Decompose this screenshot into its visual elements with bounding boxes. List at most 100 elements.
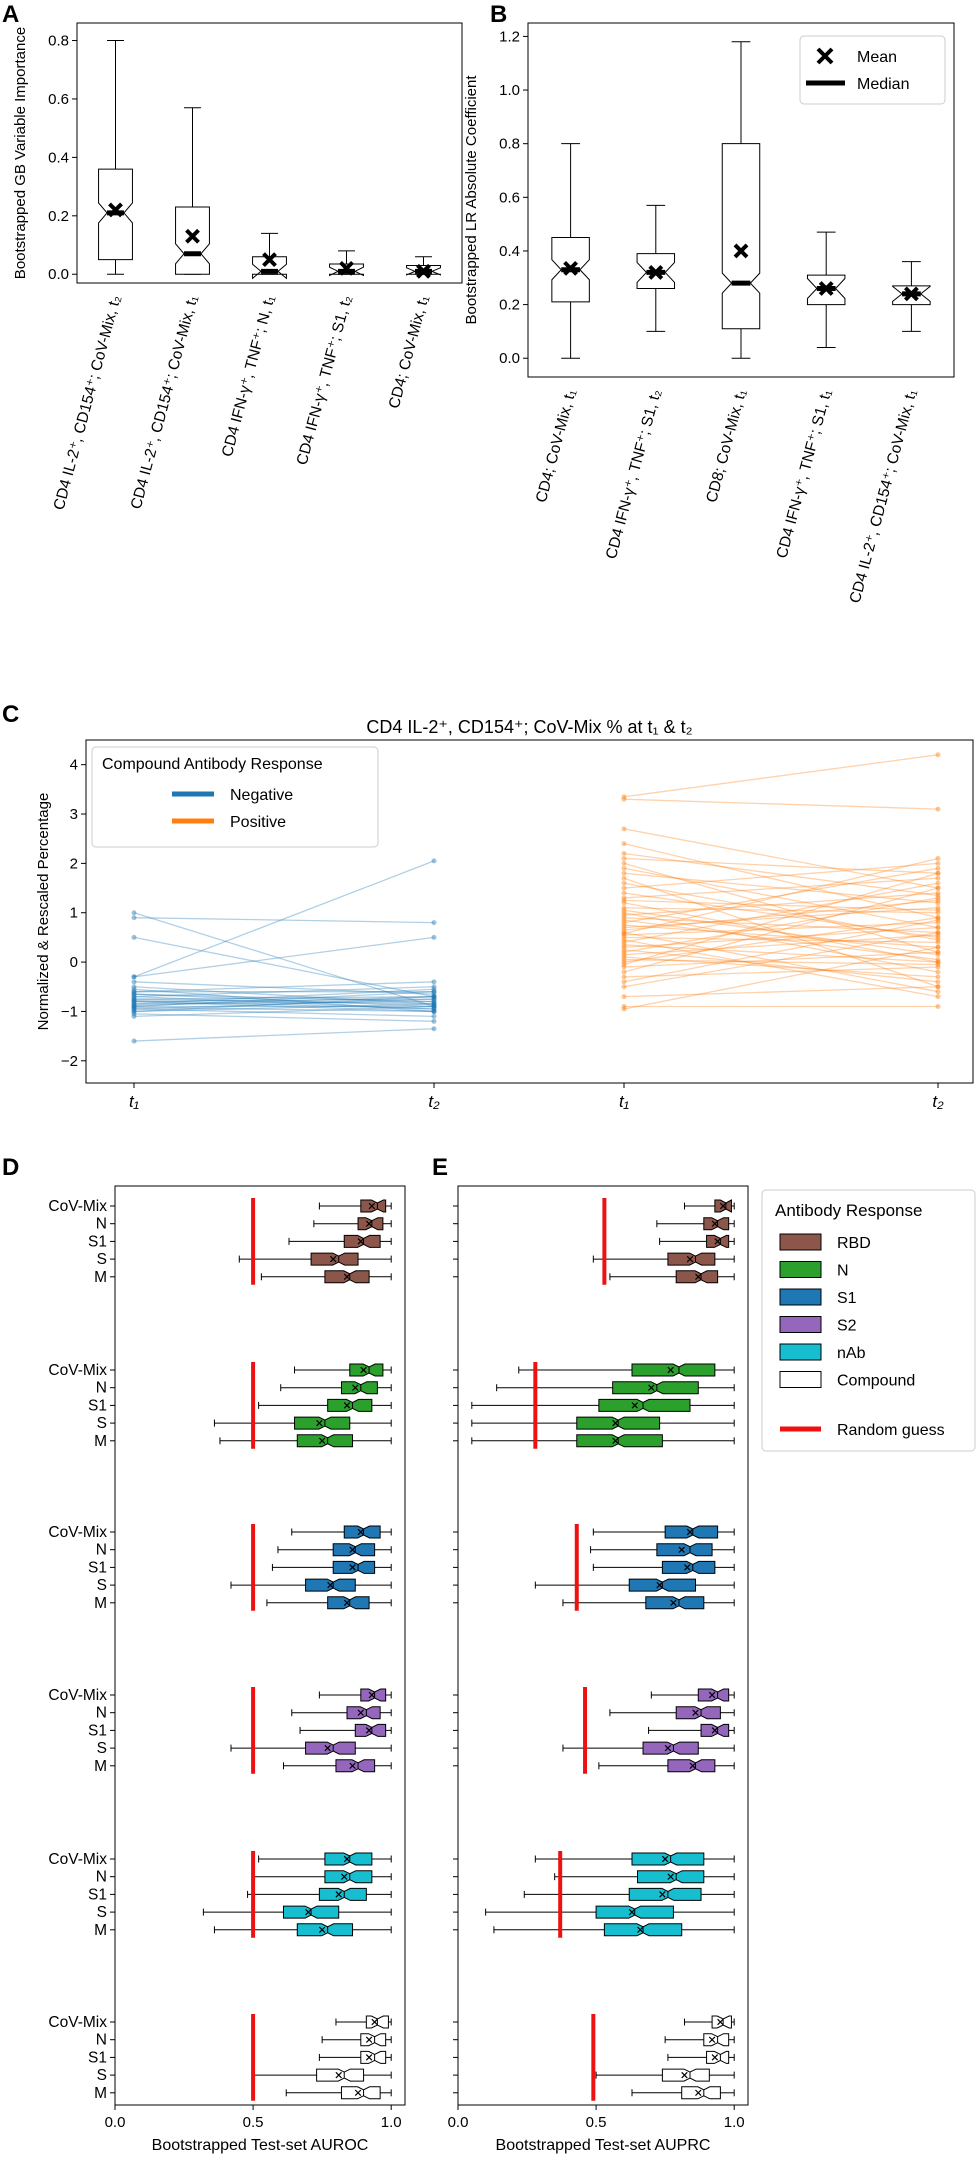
legend-swatch [779, 1343, 822, 1361]
negative-pair-line [133, 993, 435, 1008]
positive-point [935, 915, 941, 921]
row-label: S [97, 1577, 107, 1594]
notched-box [340, 1381, 378, 1395]
notched-box [343, 1525, 381, 1539]
axes-frame [76, 22, 463, 284]
negative-point [131, 974, 137, 980]
positive-point [621, 855, 627, 861]
mean-marker [371, 2018, 378, 2026]
mean-marker [357, 1238, 365, 1245]
notched-box [318, 1887, 367, 1901]
y-tick-label: 0.4 [48, 149, 69, 166]
panel-letter-a: A [2, 1, 19, 28]
notched-box [667, 1252, 716, 1266]
category-label: CD4 IL-2⁺, CD154⁺; CoV-Mix, t₁ [847, 388, 921, 605]
negative-pair-line [133, 995, 435, 1000]
negative-pair-line [133, 988, 435, 1005]
y-tick-label: 1.0 [499, 82, 520, 99]
notched-box [661, 2068, 710, 2082]
axes-frame [85, 739, 974, 1084]
legend-frame [799, 35, 946, 105]
mean-marker [352, 1384, 359, 1391]
negative-pair-line [133, 917, 435, 924]
positive-point [621, 930, 627, 936]
y-axis-label: Normalized & Rescaled Percentage [35, 793, 52, 1031]
negative-pair-line [133, 991, 435, 1008]
positive-pair-line [623, 909, 939, 956]
positive-pair-line [623, 897, 939, 953]
positive-point [621, 917, 627, 923]
panel-c-paired-lines: CD4 IL-2⁺, CD154⁺; CoV-Mix % at t₁ & t₂ −… [35, 717, 974, 1111]
positive-point [935, 964, 941, 970]
category-label: CD4; CoV-Mix, t₁ [386, 294, 433, 411]
positive-pair-line [623, 944, 939, 963]
mean-marker [659, 1891, 666, 1898]
notched-box [681, 2086, 721, 2100]
notched-box [706, 2050, 730, 2064]
mean-marker [648, 1384, 655, 1391]
row-label: N [96, 2032, 107, 2049]
positive-point [621, 984, 627, 990]
positive-pair-line [623, 921, 939, 936]
negative-point [431, 1006, 437, 1012]
negative-point [431, 999, 437, 1005]
positive-pair-line [623, 986, 939, 998]
negative-point [431, 984, 437, 990]
positive-point [935, 944, 941, 950]
row-label: N [96, 1705, 107, 1722]
positive-pair-line [623, 931, 939, 988]
notched-box [332, 1560, 376, 1574]
axes-frame [457, 1185, 749, 2106]
negative-point [431, 1018, 437, 1024]
mean-marker [733, 243, 749, 259]
y-tick-label: 0.6 [48, 91, 69, 108]
y-tick-label: 0.2 [499, 297, 520, 314]
x-axis-label: Bootstrapped Test-set AUPRC [496, 2137, 711, 2154]
mean-marker [357, 1528, 365, 1536]
mean-marker [648, 264, 664, 280]
y-tick-label: 3 [70, 806, 78, 823]
positive-point [621, 922, 627, 928]
notched-box [703, 1217, 730, 1231]
negative-point [131, 998, 137, 1004]
positive-point [935, 806, 941, 812]
y-tick-label: 4 [70, 757, 78, 774]
mean-marker [903, 286, 919, 302]
positive-pair-line [623, 951, 939, 968]
negative-point [131, 991, 137, 997]
negative-pair-line [133, 912, 435, 1008]
mean-marker [719, 1202, 727, 1210]
notched-box [664, 1525, 719, 1539]
positive-point [621, 905, 627, 911]
row-label: CoV-Mix [48, 2014, 107, 2031]
notched-box [335, 1759, 376, 1773]
positive-point [621, 929, 627, 935]
negative-point [431, 1008, 437, 1014]
y-tick-label: 0.4 [499, 243, 520, 260]
positive-point [621, 932, 627, 938]
panel-d-auroc: 0.0 0.5 1.0 Bootstrapped Test-set AUROC CoV-… [48, 1185, 406, 2154]
positive-point [621, 870, 627, 876]
legend-item-label: S2 [837, 1318, 857, 1335]
mean-marker [686, 1528, 694, 1536]
notched-box [598, 1398, 691, 1412]
notched-box [305, 1741, 356, 1755]
positive-point [621, 880, 627, 886]
negative-pair-line [133, 998, 435, 1003]
row-label: S [97, 1740, 107, 1757]
row-label: S [97, 1251, 107, 1268]
positive-point [935, 949, 941, 955]
y-tick-label: 1.2 [499, 28, 520, 45]
legend-title: Compound Antibody Response [102, 756, 323, 773]
positive-point [621, 959, 627, 965]
positive-pair-line [623, 917, 939, 963]
positive-point [935, 989, 941, 995]
negative-pair-line [133, 1000, 435, 1013]
negative-point [431, 986, 437, 992]
mean-marker [661, 1855, 669, 1863]
negative-point [431, 920, 437, 926]
row-label: S1 [88, 1559, 107, 1576]
notched-box [360, 2050, 387, 2064]
mean-marker [708, 2036, 716, 2043]
notched-box [642, 1741, 699, 1755]
